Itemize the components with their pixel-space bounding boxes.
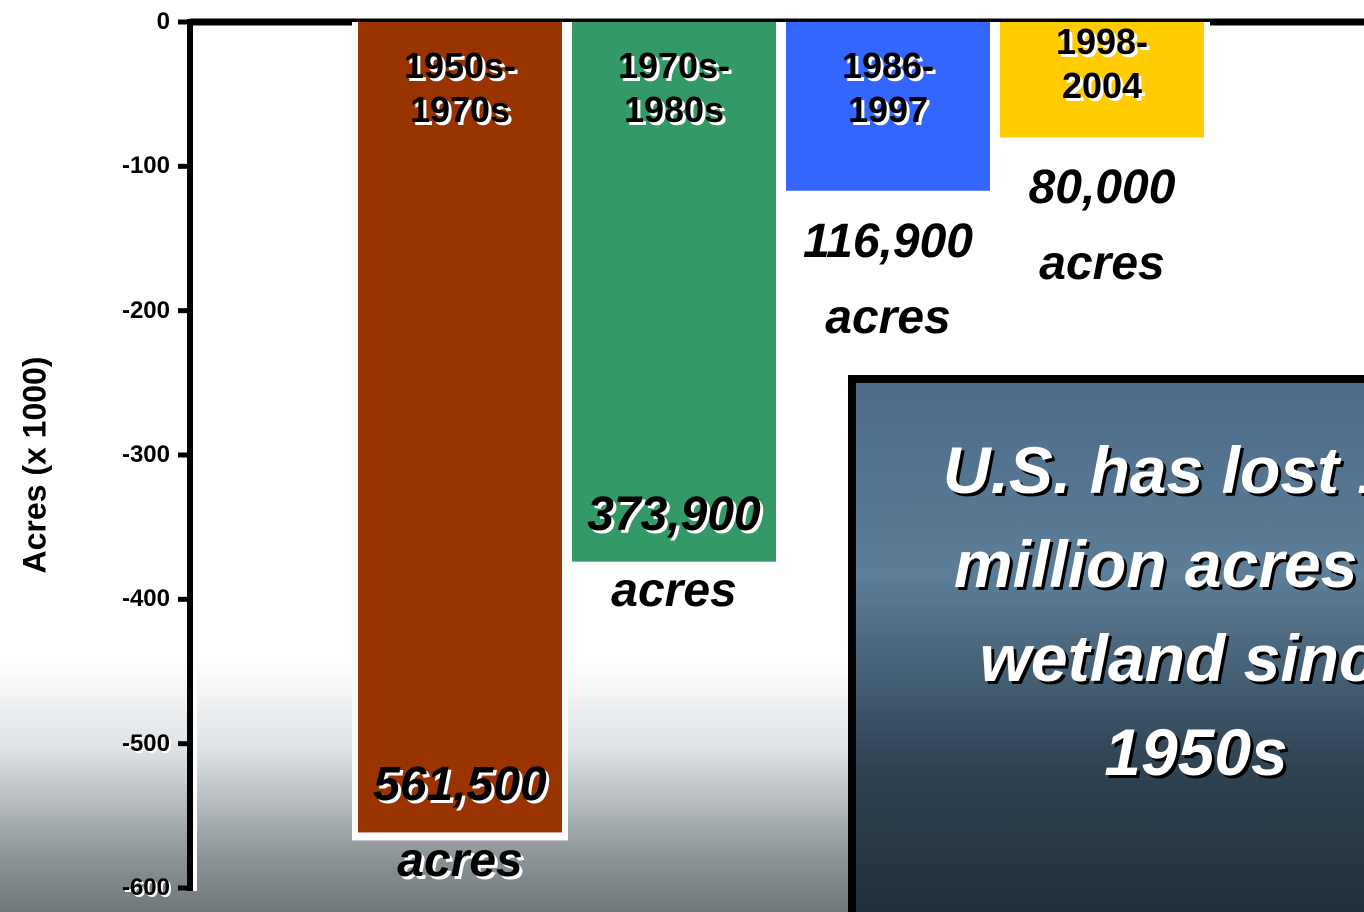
y-tick-label: -400 [121,585,170,613]
category-label: 1998-2004 [1055,21,1149,106]
bar [572,22,776,562]
y-tick-label: -600 [121,874,170,901]
category-label: 1970s-1980s [617,45,731,130]
bar [1000,22,1204,138]
y-tick-label: 0 [156,8,170,35]
y-tick-label: -300 [121,441,170,468]
y-tick-label: -500 [121,729,170,757]
y-tick-label: -200 [121,296,170,324]
value-label: 561,500 acres [373,758,547,888]
y-tick-label: -100 [121,152,170,180]
category-label: 1986-1997 [841,45,935,130]
bar [358,22,562,833]
value-label: 80,000 acres [1028,161,1176,291]
annotation-box: U.S. has lost 1.1 million acres of wetla… [848,375,1364,912]
value-label: 373,900 acres [587,487,761,617]
category-label: 1950s-1970s [403,45,517,130]
y-axis-label: Acres (x 1000) [16,356,53,574]
annotation: U.S. has lost 1.1 million acres of wetla… [942,433,1364,789]
bar [786,22,990,191]
value-label: 116,900 acres [803,214,973,344]
